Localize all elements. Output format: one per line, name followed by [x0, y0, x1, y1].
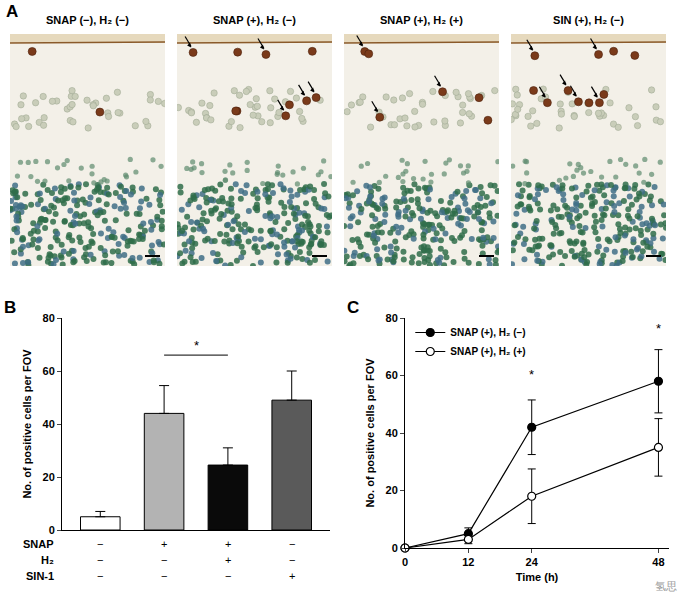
- svg-text:H₂: H₂: [41, 554, 54, 566]
- html-text:B: B: [4, 298, 17, 317]
- svg-text:SNAP (+), H₂ (+): SNAP (+), H₂ (+): [450, 346, 525, 357]
- svg-text:−: −: [97, 554, 103, 566]
- svg-text:−: −: [97, 538, 103, 550]
- html-text:A: A: [6, 2, 19, 21]
- html-text:SNAP (+), H₂ (−): SNAP (+), H₂ (−): [213, 14, 296, 26]
- svg-text:No. of positive cells per FOV: No. of positive cells per FOV: [364, 358, 376, 508]
- svg-text:0: 0: [49, 524, 55, 536]
- svg-text:−: −: [225, 570, 231, 582]
- svg-text:−: −: [161, 570, 167, 582]
- svg-text:60: 60: [43, 365, 55, 377]
- html-text:C: C: [347, 298, 360, 317]
- svg-text:24: 24: [526, 556, 539, 568]
- svg-text:+: +: [289, 570, 295, 582]
- svg-text:60: 60: [386, 369, 398, 381]
- svg-text:*: *: [656, 321, 661, 336]
- svg-text:0: 0: [392, 542, 398, 554]
- html-text:SNAP (+), H₂ (+): SNAP (+), H₂ (+): [380, 14, 463, 26]
- svg-text:SNAP (+), H₂ (−): SNAP (+), H₂ (−): [450, 327, 525, 338]
- svg-text:0: 0: [402, 556, 408, 568]
- svg-text:40: 40: [386, 427, 398, 439]
- svg-text:SNAP: SNAP: [23, 538, 54, 550]
- svg-text:*: *: [529, 367, 534, 382]
- svg-text:Time (h): Time (h): [516, 571, 559, 583]
- svg-text:+: +: [161, 538, 167, 550]
- svg-text:80: 80: [43, 312, 55, 324]
- svg-text:−: −: [161, 554, 167, 566]
- svg-text:*: *: [194, 338, 199, 353]
- html-text:SNAP (−), H₂ (−): SNAP (−), H₂ (−): [46, 14, 129, 26]
- html-text:SIN (+), H₂ (−): SIN (+), H₂ (−): [553, 14, 624, 26]
- svg-text:20: 20: [43, 471, 55, 483]
- svg-text:40: 40: [43, 418, 55, 430]
- svg-text:+: +: [225, 538, 231, 550]
- svg-text:−: −: [289, 554, 295, 566]
- svg-text:−: −: [97, 570, 103, 582]
- svg-text:80: 80: [386, 312, 398, 324]
- html-text:氢思: 氢思: [655, 580, 677, 593]
- svg-text:SIN-1: SIN-1: [26, 570, 54, 582]
- svg-text:No. of positive cells per FOV: No. of positive cells per FOV: [21, 349, 33, 499]
- svg-text:20: 20: [386, 484, 398, 496]
- svg-text:−: −: [289, 538, 295, 550]
- svg-text:12: 12: [462, 556, 474, 568]
- svg-text:+: +: [225, 554, 231, 566]
- svg-text:48: 48: [652, 556, 664, 568]
